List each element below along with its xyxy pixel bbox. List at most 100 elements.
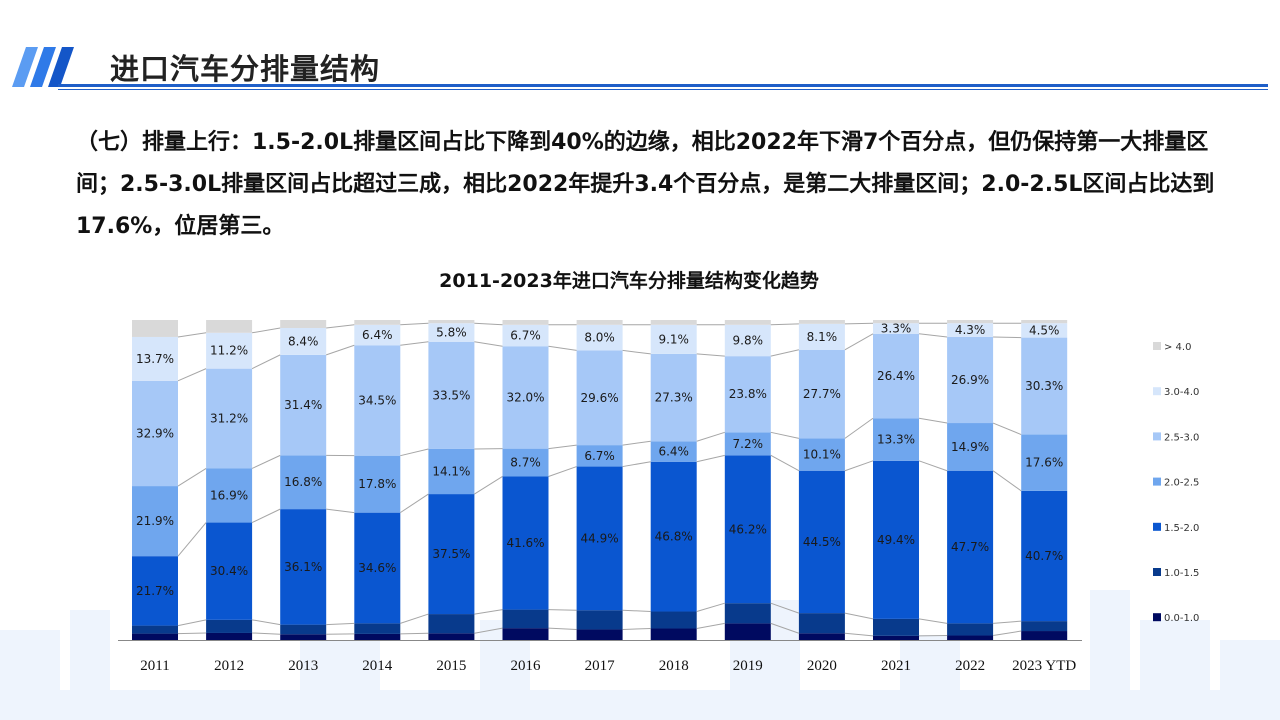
series-connector-line [400, 448, 429, 457]
bar-segment [354, 512, 401, 624]
series-connector-line [993, 630, 1022, 637]
bar-segment [650, 320, 697, 325]
series-connector-line [770, 602, 800, 614]
series-connector-line [918, 460, 948, 472]
data-label: 21.9% [136, 514, 174, 528]
bar-segment [873, 320, 919, 324]
bar-segment [206, 619, 253, 633]
x-tick-label: 2012 [214, 658, 244, 674]
bar-segment [1021, 490, 1068, 622]
bar-segment [1021, 323, 1068, 338]
bar-segment [354, 633, 401, 640]
series-connector-line [474, 476, 503, 495]
data-label: 8.0% [584, 331, 615, 345]
data-label: 21.7% [136, 584, 174, 598]
legend-label: 1.0-1.5 [1164, 568, 1199, 579]
bar-segment [947, 635, 994, 640]
bar-segment [576, 324, 623, 351]
bar-segment [650, 611, 697, 629]
data-label: 27.7% [803, 387, 841, 401]
series-connector-line [992, 422, 1022, 436]
series-connector-line [770, 323, 799, 326]
bar-segment [206, 468, 253, 523]
data-label: 29.6% [581, 391, 619, 405]
data-label: 44.9% [581, 531, 619, 545]
bar-segment [354, 320, 401, 325]
bar-segment [873, 333, 919, 419]
bar-segment [280, 328, 327, 355]
data-label: 6.4% [362, 328, 393, 342]
series-connector-line [548, 627, 577, 630]
bar-segment [1021, 621, 1068, 632]
x-tick-label: 2015 [436, 658, 466, 674]
data-label: 34.6% [358, 561, 396, 575]
bar-segment [502, 346, 549, 449]
data-label: 26.4% [877, 369, 915, 383]
x-tick-label: 2022 [955, 658, 985, 674]
series-connector-line [177, 368, 207, 382]
data-label: 32.9% [136, 426, 174, 440]
bar-segment [947, 470, 994, 624]
data-label: 49.4% [877, 533, 915, 547]
x-tick-label: 2020 [807, 658, 837, 674]
bar-segment [947, 336, 994, 424]
bar-segment [206, 332, 253, 369]
page-title: 进口汽车分排量结构 [110, 52, 381, 86]
bar-segment [873, 418, 919, 461]
bar-segment [947, 623, 994, 636]
bar-segment [428, 341, 475, 449]
bar-segment [1021, 337, 1068, 435]
x-tick-label: 2011 [140, 658, 169, 674]
data-label: 32.0% [506, 390, 544, 404]
bar-segment [650, 353, 697, 442]
data-label: 13.3% [877, 433, 915, 447]
bar-segment [354, 455, 401, 513]
series-connector-line [177, 332, 207, 338]
bar-segment [724, 432, 771, 456]
bar-segment [947, 323, 994, 337]
data-label: 7.2% [733, 437, 764, 451]
bar-segment [1021, 320, 1068, 324]
bar-segment [132, 380, 178, 487]
bar-segment [873, 323, 919, 334]
data-label: 9.1% [658, 332, 689, 346]
series-connector-line [993, 620, 1022, 624]
bar-segment [650, 441, 697, 462]
series-connector-line [252, 327, 281, 334]
data-label: 4.5% [1029, 323, 1060, 337]
series-connector-line [622, 440, 651, 446]
legend-label: 2.5-3.0 [1164, 432, 1199, 443]
bar-segment [650, 324, 697, 354]
data-label: 3.3% [881, 321, 912, 335]
bar-segment [428, 614, 475, 634]
series-connector-line [400, 322, 429, 326]
bar-segment [1021, 631, 1068, 640]
series-connector-line [326, 508, 355, 514]
data-label: 46.8% [655, 530, 693, 544]
bar-segment [798, 349, 845, 439]
legend-label: > 4.0 [1164, 342, 1191, 353]
series-connector-line [844, 417, 874, 439]
data-label: 26.9% [951, 373, 989, 387]
series-connector-line [400, 613, 429, 624]
series-connector-line [622, 461, 651, 468]
series-connector-line [252, 619, 281, 626]
data-label: 16.9% [210, 489, 248, 503]
series-connector-line [177, 468, 207, 487]
series-connector-line [844, 632, 874, 637]
data-label: 46.2% [729, 522, 767, 536]
data-label: 4.3% [955, 323, 986, 337]
series-connector-line [548, 345, 577, 351]
series-connector-line [548, 466, 577, 477]
bar-segment [502, 324, 549, 347]
data-label: 30.4% [210, 564, 248, 578]
bar-segment [132, 486, 178, 557]
data-label: 16.8% [284, 475, 322, 489]
x-tick-label: 2014 [362, 658, 393, 674]
x-tick-label: 2019 [733, 658, 763, 674]
series-connector-line [622, 349, 651, 355]
bar-segment [132, 625, 178, 634]
series-connector-line [844, 322, 874, 325]
data-label: 47.7% [951, 540, 989, 554]
bar-segment [280, 320, 327, 328]
